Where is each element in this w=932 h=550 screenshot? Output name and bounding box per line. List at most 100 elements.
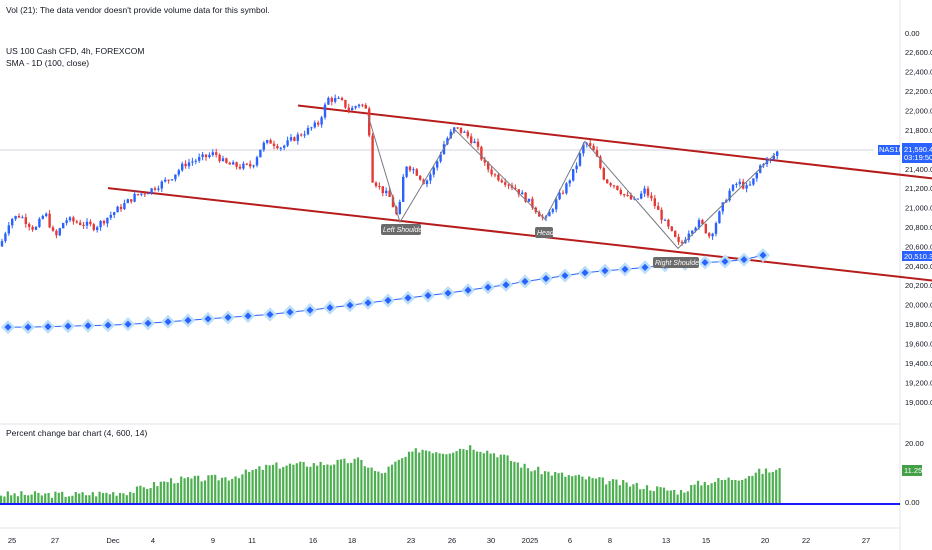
percent-change-bar: [33, 491, 37, 503]
candle-body: [677, 236, 680, 242]
candle-body: [493, 174, 497, 176]
percent-change-bar: [435, 452, 438, 503]
candle-body: [310, 127, 313, 129]
percent-change-bar: [183, 478, 186, 503]
sma-point: [346, 301, 354, 309]
sma-point: [286, 308, 294, 316]
percent-change-pane[interactable]: [0, 445, 900, 505]
candle-body: [531, 198, 534, 208]
candle-body: [578, 153, 582, 166]
price-pane[interactable]: [0, 94, 932, 335]
percent-change-bar: [394, 461, 397, 503]
candle-body: [143, 193, 146, 195]
time-tick-label: 2025: [522, 536, 539, 545]
candle-body: [38, 218, 41, 227]
candle-body: [106, 217, 109, 224]
candle-body: [4, 233, 7, 242]
percent-change-bar: [608, 481, 611, 503]
candle-body: [721, 202, 724, 212]
candle-body: [463, 131, 466, 133]
head-shoulders-pattern[interactable]: [367, 115, 776, 250]
channel-upper-line[interactable]: [297, 104, 932, 180]
percent-change-bar: [105, 492, 108, 503]
percent-change-bar: [173, 483, 176, 503]
percent-change-bar: [404, 456, 407, 503]
percent-change-bar: [577, 474, 581, 503]
percent-change-bar: [458, 448, 462, 503]
percent-change-bar: [180, 476, 183, 503]
candle-body: [75, 221, 78, 223]
candle-body: [58, 228, 61, 236]
percent-change-bar: [367, 467, 370, 503]
candle-body: [521, 192, 524, 195]
candle-body: [405, 166, 408, 177]
candle-body: [293, 137, 296, 141]
time-tick-label: 26: [448, 536, 456, 545]
time-axis[interactable]: 25 27 Dec 4 9 11 16 18 23 26 30 2025 6 8 13 15 20 22 27: [8, 536, 870, 545]
candle-body: [266, 140, 269, 143]
time-tick-label: Dec: [106, 536, 120, 545]
candle-body: [769, 159, 772, 161]
candle-body: [735, 183, 738, 185]
percent-change-bar: [530, 471, 533, 503]
candle-body: [21, 217, 24, 219]
percent-change-bar: [292, 464, 295, 503]
candle-body: [211, 152, 214, 155]
percent-change-bar: [465, 450, 468, 503]
percent-change-bar: [475, 451, 479, 503]
candle-body: [255, 157, 259, 166]
percent-change-bar: [237, 478, 241, 503]
sma-legend[interactable]: SMA - 1D (100, close): [6, 58, 89, 68]
candle-body: [429, 174, 432, 181]
percent-change-bar: [489, 453, 492, 503]
candle-body: [123, 203, 126, 210]
percent-change-bar: [152, 482, 156, 503]
percent-change-bar: [724, 479, 727, 503]
candle-body: [306, 127, 310, 135]
candle-body: [459, 127, 463, 133]
indicator-axis[interactable]: 20.00 0.00: [905, 439, 924, 507]
sma-point: [502, 281, 510, 289]
channel-lower-line[interactable]: [107, 187, 932, 282]
candle-body: [663, 219, 667, 221]
candle-body: [408, 166, 412, 171]
percent-change-bar: [594, 478, 598, 503]
candle-body: [619, 189, 622, 195]
time-tick-label: 23: [407, 536, 415, 545]
candle-body: [313, 122, 316, 128]
candle-body: [153, 188, 157, 190]
price-tick-label: 20,600.0: [905, 243, 932, 252]
candle-body: [317, 122, 320, 125]
percent-change-bar: [418, 452, 421, 503]
candle-body: [194, 160, 197, 162]
candle-body: [221, 158, 225, 162]
percent-change-bar: [533, 470, 536, 503]
percent-change-bar: [54, 491, 57, 503]
sma-point: [84, 322, 92, 330]
indicator-legend[interactable]: Percent change bar chart (4, 600, 14): [6, 428, 147, 438]
percent-change-bar: [581, 476, 584, 503]
price-axis[interactable]: 0.00 22,600.0 22,400.0 22,200.0 22,000.0 21,8…: [905, 29, 932, 407]
time-tick-label: 16: [309, 536, 317, 545]
percent-change-bar: [771, 471, 774, 503]
sma-point: [144, 319, 152, 327]
candle-body: [79, 222, 82, 225]
candle-body: [327, 97, 330, 105]
candle-body: [245, 163, 248, 165]
time-tick-label: 4: [151, 536, 155, 545]
percent-change-bar: [40, 495, 43, 503]
percent-change-bar: [625, 482, 628, 503]
candle-body: [126, 199, 129, 204]
candle-body: [538, 212, 541, 217]
percent-change-bar: [761, 473, 764, 503]
candle-body: [72, 217, 75, 222]
symbol-title[interactable]: US 100 Cash CFD, 4h, FOREXCOM: [6, 46, 144, 56]
percent-change-bar: [149, 488, 152, 503]
percent-change-bar: [441, 453, 445, 503]
candle-body: [602, 168, 605, 180]
percent-change-bar: [231, 478, 234, 503]
candle-body: [184, 163, 187, 167]
percent-change-bar: [448, 453, 451, 503]
percent-change-bar: [30, 494, 33, 503]
